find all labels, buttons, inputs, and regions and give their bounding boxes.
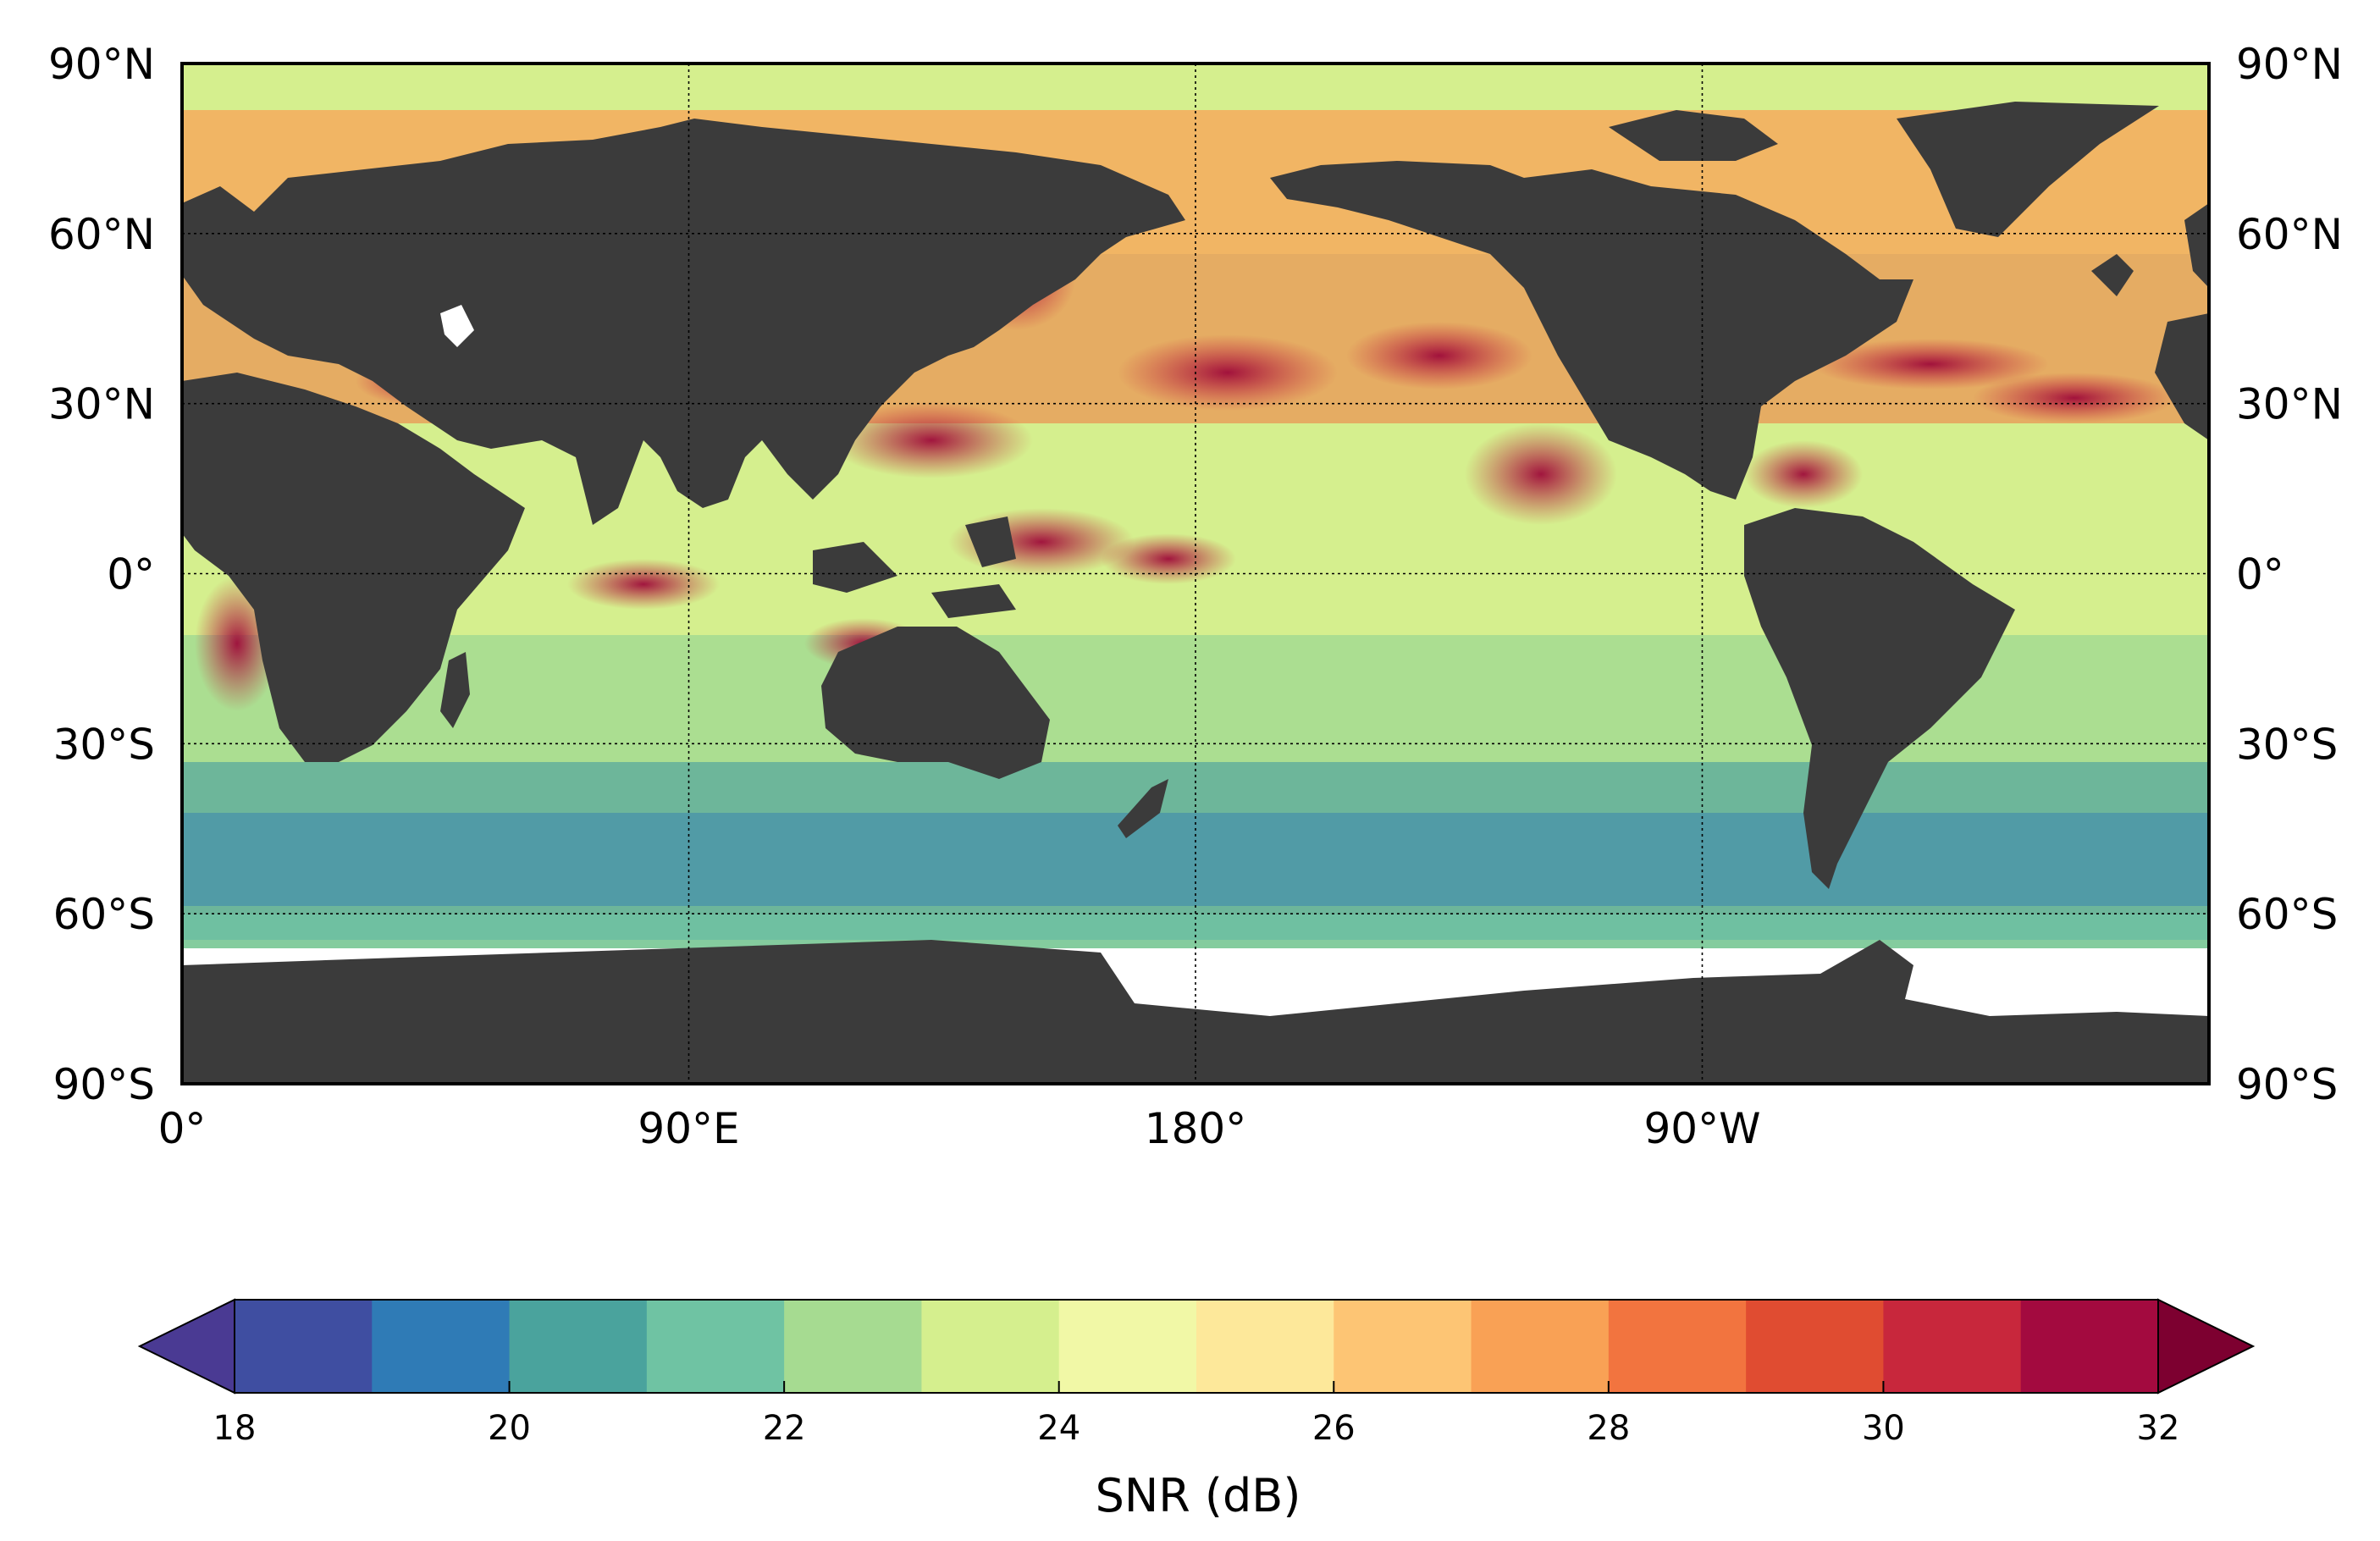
lat-label-left: 30°N <box>48 380 155 429</box>
colorbar-tick-label: 22 <box>763 1409 806 1448</box>
colorbar-segment <box>2020 1300 2159 1393</box>
land-new-zealand <box>1118 779 1168 838</box>
colorbar-segment <box>1746 1300 1884 1393</box>
caspian-sea <box>440 305 474 347</box>
colorbar-segment <box>509 1300 648 1393</box>
land-greenland <box>1897 102 2159 237</box>
land-europe-east-edge <box>2155 313 2209 440</box>
colorbar-segment <box>646 1300 785 1393</box>
lat-label-right: 90°N <box>2236 40 2343 89</box>
lat-label-right: 60°S <box>2236 890 2338 939</box>
lat-label-left: 60°N <box>48 210 155 259</box>
colorbar-ticks: 18 20 22 24 26 28 30 32 <box>213 1381 2180 1448</box>
map-frame <box>180 62 2211 1085</box>
colorbar-segment <box>1883 1300 2022 1393</box>
colorbar-segment <box>1196 1300 1334 1393</box>
land-south-america <box>1744 508 2015 889</box>
colorbar-segments <box>137 1298 2256 1395</box>
colorbar-outline <box>234 1299 2159 1394</box>
colorbar: 18 20 22 24 26 28 30 32 SNR (dB) <box>137 1298 2256 1522</box>
land-indonesia <box>813 516 1016 618</box>
colorbar-label: SNR (dB) <box>1096 1469 1301 1522</box>
lon-label: 90°E <box>638 1104 739 1153</box>
land-canadian-archipelago <box>1609 110 1778 161</box>
land-north-america <box>1270 161 1913 500</box>
lat-label-right: 0° <box>2236 550 2284 599</box>
colorbar-segment <box>1608 1300 1747 1393</box>
land-africa <box>182 373 525 762</box>
colorbar-tick-label: 20 <box>488 1409 531 1448</box>
colorbar-segment <box>784 1300 922 1393</box>
lat-label-left: 60°S <box>53 890 155 939</box>
lat-labels-right: 90°N 60°N 30°N 0° 30°S 60°S 90°S <box>2236 40 2343 1109</box>
lat-labels-left: 90°N 60°N 30°N 0° 30°S 60°S 90°S <box>48 40 155 1109</box>
map-area <box>180 62 2211 1085</box>
lat-label-left: 90°N <box>48 40 155 89</box>
colorbar-tick-label: 18 <box>213 1409 257 1448</box>
lat-label-right: 30°S <box>2236 720 2338 769</box>
lon-labels: 0° 90°E 180° 90°W <box>158 1104 1761 1153</box>
colorbar-tick-label: 30 <box>1862 1409 1905 1448</box>
lat-label-left: 90°S <box>53 1060 155 1109</box>
colorbar-extend-low <box>137 1298 235 1395</box>
land-madagascar <box>440 652 470 728</box>
lat-label-right: 30°N <box>2236 380 2343 429</box>
lat-label-right: 60°N <box>2236 210 2343 259</box>
colorbar-segment <box>235 1300 373 1393</box>
land-australia <box>821 627 1050 779</box>
colorbar-segment <box>1058 1300 1197 1393</box>
gridlines <box>182 64 2209 1084</box>
colorbar-segment <box>1471 1300 1610 1393</box>
colorbar-segment <box>921 1300 1060 1393</box>
colorbar-tick-label: 28 <box>1587 1409 1630 1448</box>
land-eurasia <box>182 119 1185 525</box>
colorbar-tick-label: 26 <box>1312 1409 1356 1448</box>
lon-label: 180° <box>1145 1104 1246 1153</box>
colorbar-extend-high <box>2157 1298 2256 1395</box>
colorbar-tick-label: 24 <box>1037 1409 1080 1448</box>
colorbar-segment <box>1334 1300 1472 1393</box>
lat-label-left: 30°S <box>53 720 155 769</box>
lat-label-left: 0° <box>107 550 155 599</box>
lon-label: 90°W <box>1643 1104 1760 1153</box>
colorbar-segment <box>372 1300 511 1393</box>
lat-label-right: 90°S <box>2236 1060 2338 1109</box>
land-iceland-uk <box>2091 203 2209 296</box>
colorbar-tick-label: 32 <box>2137 1409 2180 1448</box>
lon-label: 0° <box>158 1104 207 1153</box>
